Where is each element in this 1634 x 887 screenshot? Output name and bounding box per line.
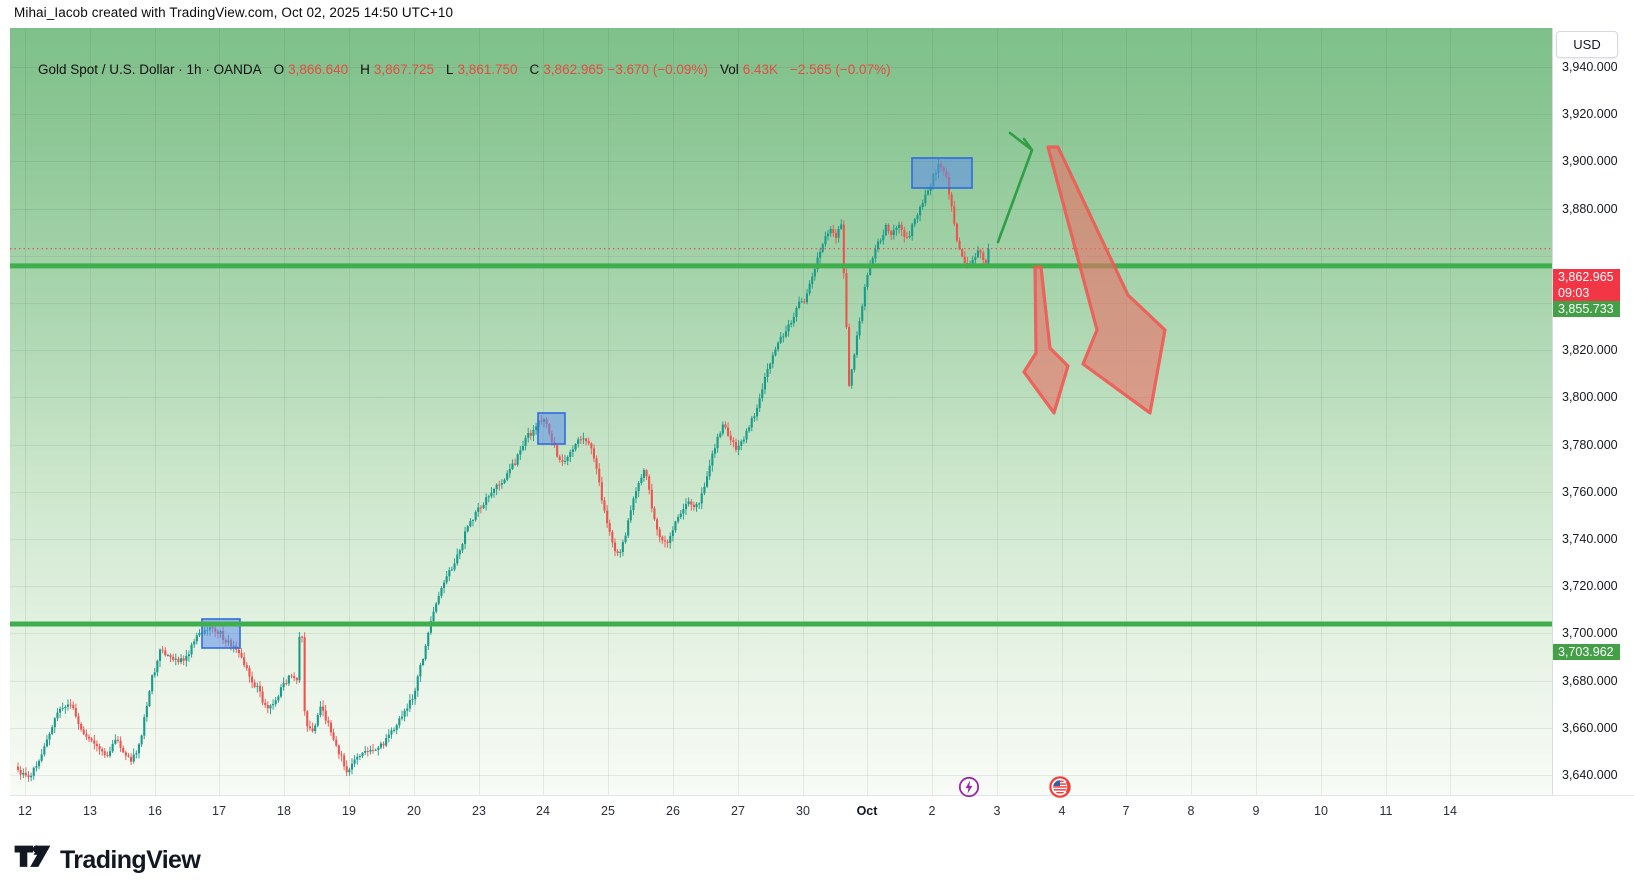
symbol-bar-segment: −3.670 (−0.09%) xyxy=(607,62,708,77)
price-axis[interactable]: USD 3,940.000 3,920.000 3,900.000 3,880.000… xyxy=(1553,28,1634,795)
time-tick-label: 20 xyxy=(407,804,421,818)
time-tick-label: 16 xyxy=(148,804,162,818)
time-tick-label: 7 xyxy=(1122,804,1130,818)
bullish-arrow[interactable] xyxy=(996,131,1034,244)
price-tick-label: 3,940.000 xyxy=(1562,60,1618,74)
lower-level-price-label: 3,703.962 xyxy=(1553,644,1620,660)
price-tick-label: 3,760.000 xyxy=(1562,484,1618,499)
bar-countdown: 09:03 xyxy=(1558,286,1590,300)
price-tick-label: 3,820.000 xyxy=(1562,343,1618,358)
time-tick-label: 10 xyxy=(1314,804,1328,818)
time-axis[interactable]: 12 13 16 17 18 19 20 23 24 25 26 27 30 Oct 2 3 4 7 8 9 10 11 1… xyxy=(10,795,1634,829)
attribution-text: Mihai_Iacob created with TradingView.com… xyxy=(14,5,454,20)
current-price-label: 3,862.965 09:03 xyxy=(1553,269,1620,301)
price-tick-label: 3,720.000 xyxy=(1562,579,1618,594)
time-tick-label: 24 xyxy=(536,804,550,818)
time-tick-label: 19 xyxy=(342,804,356,818)
grid xyxy=(10,28,1552,795)
time-tick-label: 8 xyxy=(1187,804,1195,818)
chart-plot-area[interactable]: Gold Spot / U.S. Dollar · 1h · OANDA O 3,8… xyxy=(10,28,1553,795)
candlestick-chart[interactable] xyxy=(10,28,1552,795)
bearish-arrow-small[interactable] xyxy=(1022,265,1070,415)
current-price-value: 3,862.965 xyxy=(1558,270,1614,284)
symbol-ohlc-bar[interactable]: Gold Spot / U.S. Dollar · 1h · OANDA O 3,8… xyxy=(38,62,895,77)
currency-button[interactable]: USD xyxy=(1556,31,1618,58)
symbol-bar-segment: H xyxy=(360,62,370,77)
symbol-bar-segment: L xyxy=(445,62,454,77)
supply-zone-top[interactable] xyxy=(911,157,973,189)
price-tick-label: 3,700.000 xyxy=(1562,626,1618,641)
zone-middle[interactable] xyxy=(537,412,566,445)
time-tick-label: 30 xyxy=(796,804,810,818)
price-tick-label: 3,900.000 xyxy=(1562,154,1618,169)
tradingview-logo-text: TradingView xyxy=(60,845,201,874)
candles xyxy=(17,158,990,782)
price-tick-label: 3,660.000 xyxy=(1562,720,1618,735)
time-tick-label: Oct xyxy=(856,804,878,818)
bearish-arrow-large[interactable] xyxy=(1046,145,1167,415)
time-tick-label: 26 xyxy=(666,804,680,818)
time-tick-label: 18 xyxy=(277,804,291,818)
symbol-bar-segment: 3,867.725 xyxy=(373,62,434,77)
symbol-bar-segment: Vol xyxy=(719,62,739,77)
price-tick-label: 3,740.000 xyxy=(1562,532,1618,546)
price-tick-label: 3,680.000 xyxy=(1562,673,1618,688)
time-tick-label: 12 xyxy=(18,804,32,818)
time-tick-label: 14 xyxy=(1443,804,1457,818)
time-tick-label: 27 xyxy=(731,804,745,818)
symbol-bar-segment: 6.43K xyxy=(742,62,778,77)
symbol-bar-segment: −2.565 (−0.07%) xyxy=(790,62,891,77)
price-tick-label: 3,780.000 xyxy=(1562,437,1618,452)
economic-event-lightning-icon[interactable] xyxy=(958,776,980,798)
time-tick-label: 23 xyxy=(472,804,486,818)
symbol-bar-segment: 3,866.640 xyxy=(288,62,349,77)
time-tick-label: 25 xyxy=(601,804,615,818)
zones xyxy=(201,157,973,649)
time-tick-label: 11 xyxy=(1379,804,1393,818)
time-tick-label: 13 xyxy=(83,804,97,818)
time-tick-label: 17 xyxy=(212,804,226,818)
price-tick-label: 3,920.000 xyxy=(1562,107,1618,122)
symbol-bar-segment: O xyxy=(273,62,285,77)
time-tick-label: 2 xyxy=(928,804,936,818)
time-tick-label: 9 xyxy=(1252,804,1260,818)
price-tick-label: 3,880.000 xyxy=(1562,201,1618,216)
upper-level-price-label: 3,855.733 xyxy=(1553,301,1620,317)
footer: TradingView xyxy=(0,828,1634,887)
symbol-bar-segment: C xyxy=(529,62,540,77)
tradingview-logo-mark xyxy=(14,845,51,867)
symbol-bar-segment: 3,862.965 xyxy=(543,62,604,77)
time-tick-label: 3 xyxy=(993,804,1001,818)
time-tick-label: 4 xyxy=(1058,804,1066,818)
tradingview-logo[interactable]: TradingView xyxy=(14,845,201,875)
symbol-bar-segment: Gold Spot / U.S. Dollar · 1h · OANDA xyxy=(38,62,262,77)
price-tick-label: 3,640.000 xyxy=(1562,768,1618,782)
symbol-bar-segment: 3,861.750 xyxy=(457,62,518,77)
price-tick-label: 3,800.000 xyxy=(1562,390,1618,405)
us-economic-event-flag-icon[interactable] xyxy=(1049,776,1071,798)
